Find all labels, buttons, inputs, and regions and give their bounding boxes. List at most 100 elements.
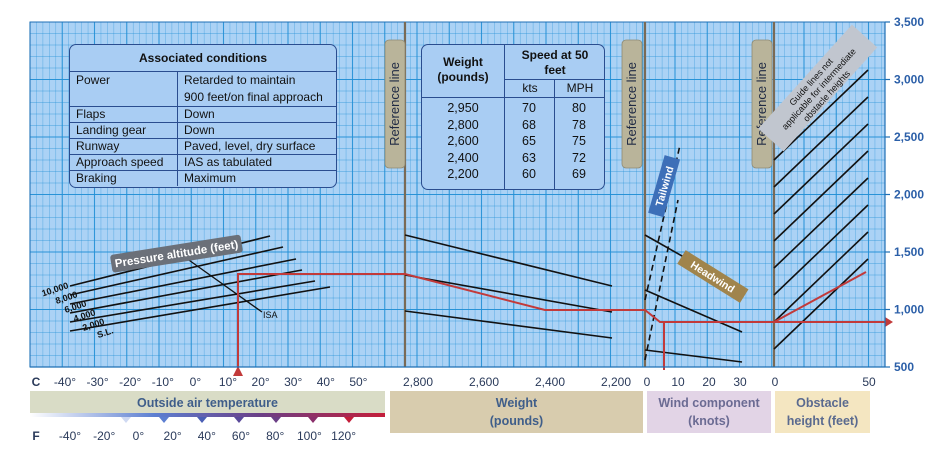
condition-row: Power Retarded to maintain 900 feet/on fin… — [70, 72, 336, 107]
condition-value: Retarded to maintain — [184, 73, 296, 87]
fahrenheit-tick-label: 20° — [164, 429, 182, 443]
reference-line-tag: Reference line — [384, 39, 406, 169]
celsius-tick-label: -30° — [87, 375, 109, 389]
tailwind-tag-bg — [648, 155, 681, 218]
weight-column-header: Weight (pounds) — [437, 55, 489, 84]
speed-table: Weight (pounds) Speed at 50 feet kts MPH… — [421, 44, 605, 190]
condition-divider — [177, 154, 178, 170]
reference-line-tag-bg — [384, 39, 406, 169]
speed-row-kts: 63 — [522, 150, 536, 165]
example-path — [233, 271, 893, 376]
fahrenheit-tick-label: 80° — [266, 429, 284, 443]
speed-row-mph: 69 — [572, 167, 586, 181]
speed-row-kts: 68 — [522, 117, 536, 132]
celsius-tick-label: 10° — [219, 375, 237, 389]
fahrenheit-tick-label: 100° — [297, 429, 322, 443]
speed-row-mph: 78 — [572, 117, 586, 132]
headwind-tag-bg — [677, 250, 749, 303]
speed-row-kts: 65 — [522, 134, 536, 148]
obstacle-band-line1: Obstacle — [796, 396, 849, 410]
wind-band-label: Wind component (knots) — [647, 394, 771, 430]
condition-row: Flaps Down — [70, 106, 336, 123]
weight-guide-line — [404, 234, 613, 287]
wind-band-line1: Wind component — [658, 396, 760, 410]
temperature-marker — [159, 417, 169, 423]
celsius-tick-label: -20° — [119, 375, 141, 389]
wind-tick-label: 0 — [644, 375, 651, 389]
speed-row-weight: 2,400 — [447, 150, 479, 165]
speed-row-mph: 72 — [572, 150, 586, 165]
condition-divider — [177, 122, 178, 138]
fahrenheit-tick-label: -40° — [59, 429, 81, 443]
obstacle-guide-line — [773, 123, 869, 215]
kts-subheader: kts — [522, 81, 538, 95]
celsius-tick-label: -40° — [54, 375, 76, 389]
obstacle-band-line2: height (feet) — [786, 414, 859, 428]
condition-label: Approach speed — [76, 155, 164, 169]
speed-row: 2,200 60 69 — [422, 167, 604, 183]
speed-column-header: Speed at 50 feet — [521, 48, 589, 77]
condition-row: Approach speed IAS as tabulated — [70, 154, 336, 171]
example-line — [237, 273, 885, 375]
condition-value: Paved, level, dry surface — [184, 139, 316, 153]
fahrenheit-tick-label: 0° — [133, 429, 145, 443]
wind-band — [647, 391, 771, 433]
condition-row: Runway Paved, level, dry surface — [70, 138, 336, 155]
obstacle-guide-line — [773, 69, 869, 161]
y-tick-label: 3,500 — [894, 15, 924, 29]
headwind-guide-line — [644, 289, 743, 333]
pressure-altitude-line — [69, 246, 284, 296]
fahrenheit-prefix: F — [32, 429, 39, 443]
obstacle-guide-line — [773, 177, 869, 269]
obstacle-tick-label: 50 — [862, 375, 876, 389]
obstacle-tick-label: 0 — [772, 375, 779, 389]
condition-value: Maximum — [184, 171, 237, 185]
condition-label: Braking — [76, 171, 117, 185]
pressure-altitude-line — [69, 286, 331, 332]
body-vertical-divider-2 — [554, 97, 555, 189]
pressure-altitude-value: S.L. — [96, 325, 115, 340]
temperature-band — [30, 391, 385, 413]
celsius-prefix: C — [32, 375, 41, 389]
obstacle-guide-line — [773, 150, 869, 242]
fahrenheit-tick-label: -20° — [93, 429, 115, 443]
isa-line — [185, 257, 263, 313]
speed-row-mph: 80 — [572, 101, 586, 115]
weight-guide-line — [404, 274, 613, 313]
condition-value: IAS as tabulated — [184, 155, 273, 169]
speed-row-weight: 2,200 — [447, 167, 479, 181]
y-tick-label: 1,500 — [894, 245, 924, 259]
condition-label: Landing gear — [76, 123, 147, 137]
y-tick-label: 1,000 — [894, 303, 924, 317]
temperature-marker — [344, 417, 354, 423]
pressure-altitude-line — [69, 280, 316, 323]
headwind-guide-line — [644, 349, 743, 363]
speed-row-weight: 2,800 — [447, 117, 479, 132]
obstacle-guide-line — [773, 204, 869, 296]
fahrenheit-tick-label: 60° — [232, 429, 250, 443]
celsius-tick-label: 30° — [284, 375, 302, 389]
reference-line-tag-bg — [621, 39, 643, 169]
condition-divider — [177, 106, 178, 122]
condition-value: Down — [184, 107, 215, 121]
weight-tick-label: 2,800 — [403, 375, 433, 389]
weight-band-line1: Weight — [495, 396, 538, 410]
obstacle-guide-line — [773, 258, 869, 350]
speed-row: 2,950 70 80 — [422, 101, 604, 117]
reference-line-tag: Reference line — [621, 39, 643, 169]
temperature-marker — [197, 417, 207, 423]
obstacle-guide-line — [773, 231, 869, 323]
weight-band — [390, 391, 643, 433]
weight-band-line2: (pounds) — [489, 414, 544, 428]
fahrenheit-tick-label: 120° — [331, 429, 356, 443]
example-obstacle-line — [773, 271, 867, 323]
condition-row: Landing gear Down — [70, 122, 336, 139]
speed-row: 2,400 63 72 — [422, 151, 604, 167]
weight-tick-label: 2,600 — [469, 375, 499, 389]
header-vertical-divider — [504, 45, 505, 97]
wind-band-line2: (knots) — [688, 414, 730, 428]
condition-label: Flaps — [76, 107, 106, 121]
pressure-altitude-line — [69, 269, 303, 314]
example-arrow — [233, 366, 243, 376]
